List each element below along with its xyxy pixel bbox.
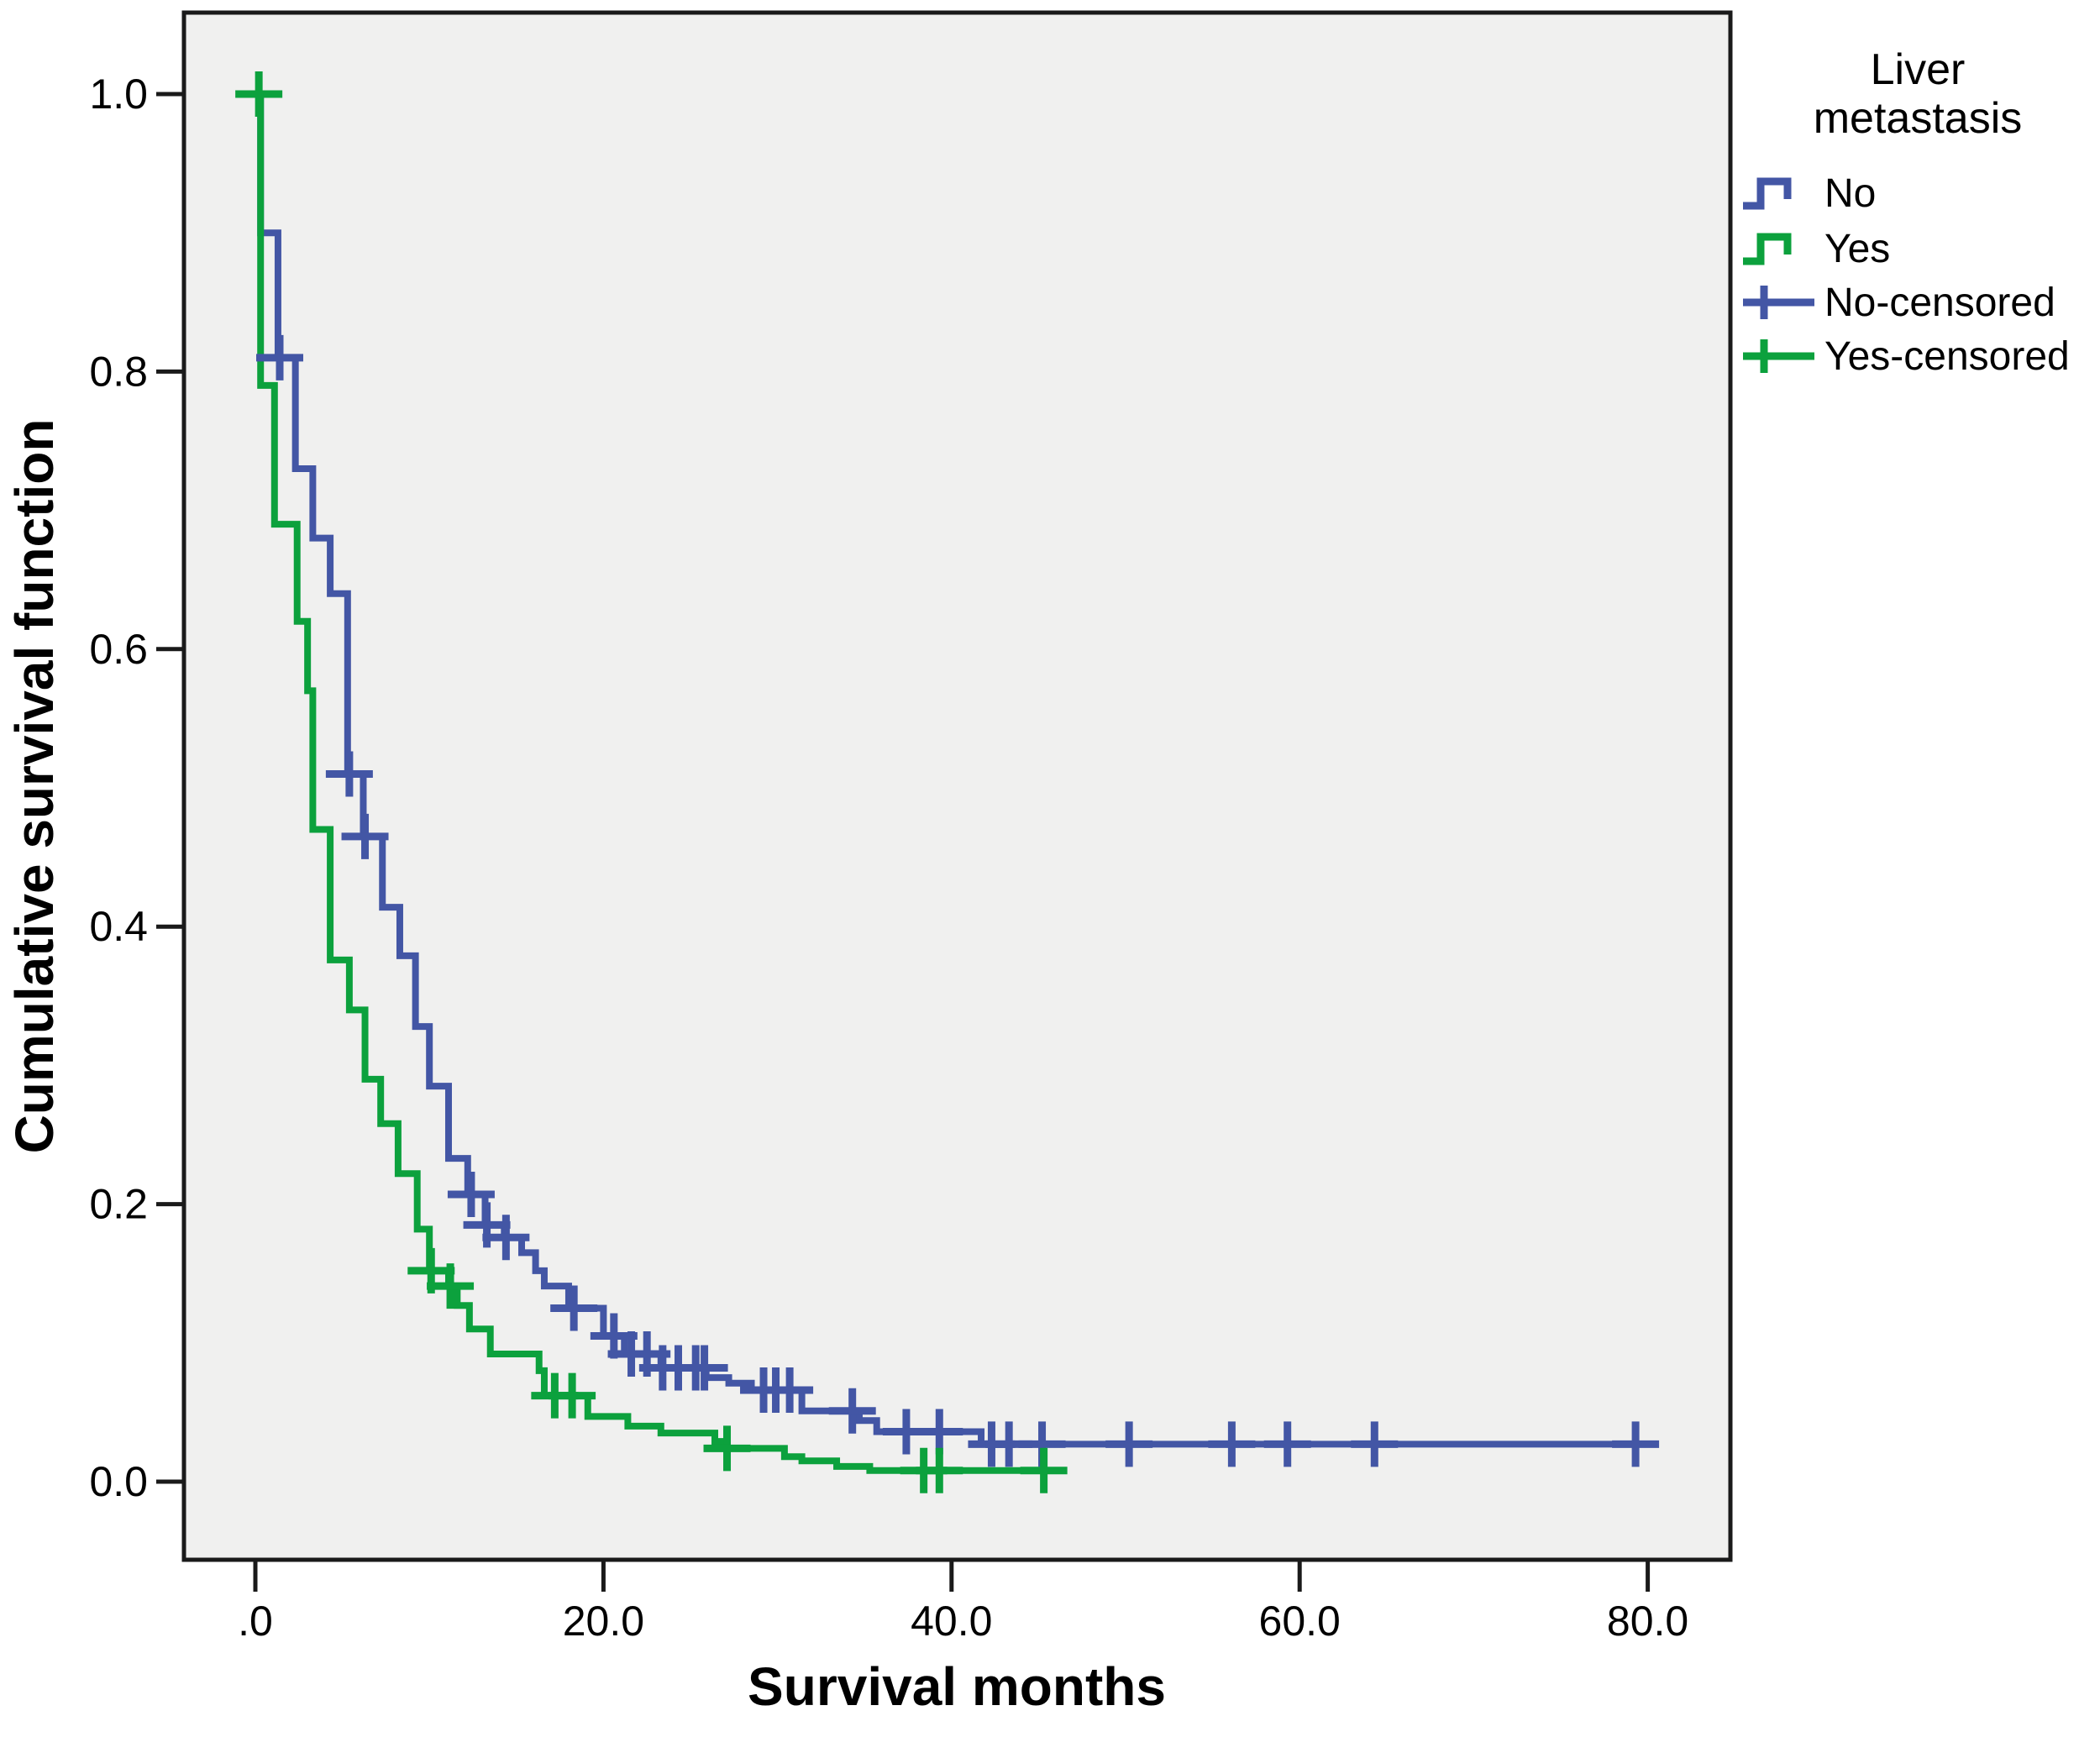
legend-entries: No Yes No-censored Yes-censored — [1743, 171, 2070, 379]
y-axis-tick-label: 0.6 — [89, 626, 148, 673]
y-axis-title: Cumulative survival function — [4, 419, 65, 1154]
y-axis-tick-label: 0.2 — [89, 1181, 148, 1228]
legend-entry-no-censored: No-censored — [1743, 281, 2055, 325]
censor-mark-yes — [427, 1263, 475, 1309]
legend-title-line-1: Liver — [1871, 45, 1966, 94]
y-axis-tick-label: 0.8 — [89, 348, 148, 395]
x-axis-title: Survival months — [748, 1656, 1166, 1717]
y-axis-tick-label: 1.0 — [89, 71, 148, 118]
legend-step-swatch — [1743, 233, 1792, 265]
censor-mark-no — [1263, 1421, 1311, 1467]
x-axis-tick-label: 20.0 — [563, 1598, 644, 1645]
censor-mark-yes — [1020, 1447, 1068, 1493]
censor-mark-no — [680, 1345, 728, 1391]
censor-mark-no — [550, 1285, 598, 1331]
plot-area — [181, 10, 1733, 1562]
legend-entry-yes-censored: Yes-censored — [1743, 334, 2070, 379]
censor-mark-no — [325, 751, 373, 797]
censor-mark-no — [1105, 1421, 1153, 1467]
censor-marks-layer — [235, 71, 1660, 1493]
censor-mark-no — [447, 1172, 495, 1218]
legend-entry-label: No — [1824, 171, 1876, 216]
plot-frame-layer — [181, 10, 1733, 1562]
censor-mark-no — [256, 334, 304, 380]
y-axis-tick-label: 0.0 — [89, 1458, 148, 1505]
legend-entry-label: No-censored — [1824, 281, 2055, 325]
censor-mark-no — [1612, 1421, 1660, 1467]
censor-mark-yes — [703, 1425, 751, 1472]
legend-entry-label: Yes-censored — [1824, 334, 2070, 379]
censor-mark-no — [482, 1215, 530, 1261]
x-axis-tick-label: 40.0 — [911, 1598, 992, 1645]
y-axis-tick-label: 0.4 — [89, 903, 148, 950]
x-axis-tick-label: .0 — [238, 1598, 273, 1645]
legend: Liver metastasis No Yes No-censored Yes-cen… — [1743, 45, 2070, 379]
censor-mark-no — [1208, 1421, 1256, 1467]
legend-entry-yes: Yes — [1743, 227, 1890, 271]
censor-mark-no — [766, 1367, 814, 1413]
censor-mark-no — [828, 1388, 876, 1434]
censor-mark-yes — [235, 71, 283, 117]
censor-mark-yes — [549, 1372, 596, 1419]
axis-tick-layer: 1.0 0.8 0.6 0.4 0.2 0.0 .0 20.0 40.0 60.0 80.0 — [89, 71, 1688, 1645]
censor-mark-no — [916, 1409, 963, 1455]
x-axis-tick-label: 60.0 — [1259, 1598, 1341, 1645]
censor-mark-no — [341, 813, 389, 859]
censor-mark-yes — [916, 1447, 963, 1493]
legend-entry-no: No — [1743, 171, 1876, 216]
legend-step-swatch — [1743, 177, 1792, 210]
legend-title-line-2: metastasis — [1814, 94, 2023, 143]
legend-entry-label: Yes — [1824, 227, 1890, 271]
censor-mark-no — [1351, 1421, 1399, 1467]
x-axis-tick-label: 80.0 — [1607, 1598, 1688, 1645]
